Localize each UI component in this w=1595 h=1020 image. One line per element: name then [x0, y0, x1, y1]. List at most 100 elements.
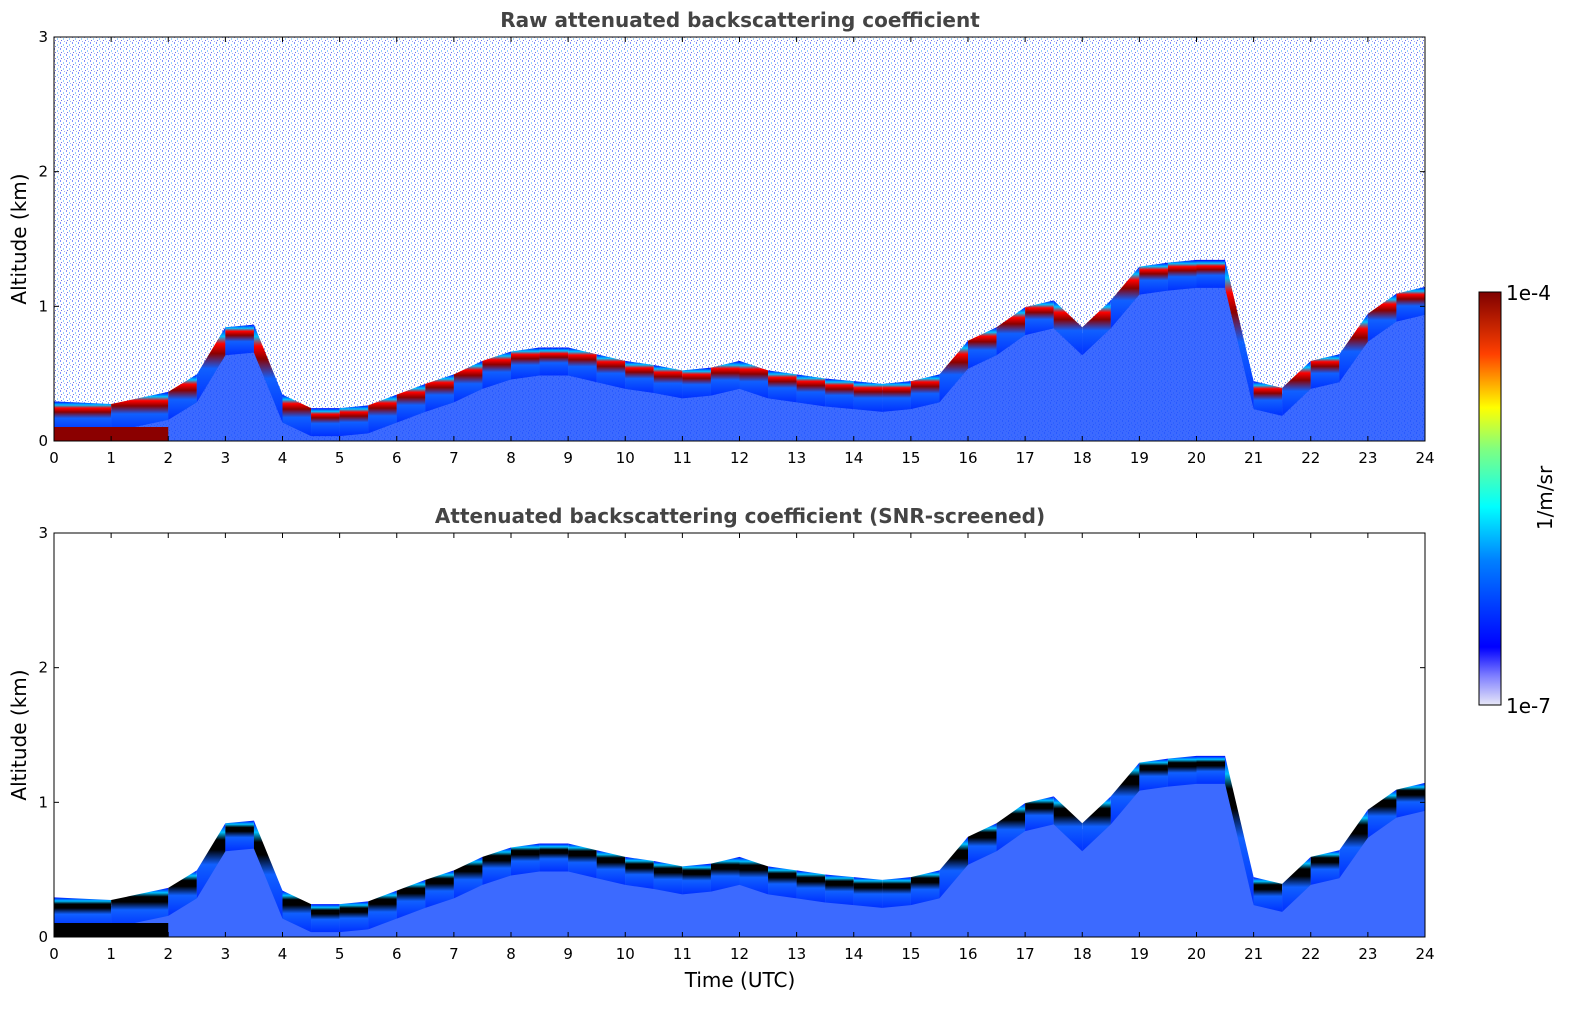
x-tick-label: 23 [1358, 945, 1377, 963]
layer-top-segment [1082, 796, 1111, 852]
x-tick-label: 15 [901, 945, 920, 963]
x-tick-label: 10 [616, 449, 635, 467]
x-tick-label: 3 [221, 449, 231, 467]
layer-top-segment [768, 370, 797, 403]
layer-top-segment [968, 823, 997, 865]
layer-top-segment [1367, 789, 1397, 838]
y-tick-label: 0 [38, 928, 48, 946]
layer-top-segment [1167, 259, 1197, 291]
x-tick-label: 13 [787, 449, 806, 467]
colorbar-gradient [1478, 291, 1502, 706]
panel2-ylabel: Altitude (km) [7, 669, 31, 800]
layer-top-segment [853, 381, 883, 412]
x-tick-label: 9 [563, 945, 573, 963]
boundary-layer-fill [54, 265, 1425, 441]
panel2-layers [54, 755, 1425, 937]
colorbar-label: 1/m/sr [1533, 465, 1557, 530]
layer-top-segment [54, 401, 112, 433]
colorbar: 1e-4 1e-7 1/m/sr [1478, 281, 1557, 718]
x-tick-label: 0 [49, 945, 59, 963]
layer-top-segment [1053, 796, 1083, 852]
x-tick-label: 24 [1415, 449, 1434, 467]
layer-top-segment [253, 324, 283, 423]
x-tick-label: 20 [1187, 945, 1206, 963]
x-tick-label: 9 [563, 449, 573, 467]
x-tick-label: 11 [673, 449, 692, 467]
layer-top-segment [111, 391, 169, 433]
layer-top-segment [653, 860, 683, 895]
layer-top-segment [368, 394, 397, 434]
x-tick-label: 1 [106, 449, 116, 467]
layer-top-segment [625, 360, 654, 393]
panel2-title: Attenuated backscattering coefficient (S… [435, 504, 1045, 528]
x-tick-label: 8 [506, 449, 516, 467]
layer-top-segment [168, 374, 197, 420]
layer-top-segment [1339, 313, 1368, 383]
layer-top-segment [453, 360, 483, 403]
x-tick-label: 2 [163, 449, 173, 467]
layer-top-segment [311, 904, 340, 933]
layer-top-segment [425, 870, 454, 908]
x-tick-label: 7 [449, 945, 459, 963]
layer-top-segment [1253, 381, 1283, 416]
layer-top-segment [511, 843, 540, 876]
x-tick-label: 5 [335, 449, 345, 467]
layer-top-segment [710, 856, 740, 892]
layer-top-segment [739, 360, 769, 399]
layer-top-segment [596, 850, 626, 885]
x-tick-label: 2 [163, 945, 173, 963]
panel2-x-ticks: 0 1 2 3 4 5 6 7 8 9 10 11 12 13 14 15 16 17 18 19 20 21 22 23 24 [49, 533, 1435, 963]
x-tick-label: 22 [1301, 449, 1320, 467]
layer-top-segment [853, 877, 883, 908]
layer-top-segment [253, 820, 283, 919]
x-tick-label: 22 [1301, 945, 1320, 963]
layer-top-segment [625, 856, 654, 889]
x-tick-label: 7 [449, 449, 459, 467]
layer-top-segment [1167, 755, 1197, 787]
layer-top-segment [539, 347, 569, 376]
layer-top-segment [568, 843, 597, 879]
x-tick-label: 13 [787, 945, 806, 963]
layer-top-segment [910, 374, 940, 410]
layer-top-segment [225, 324, 254, 356]
y-tick-label: 1 [38, 297, 48, 315]
panel1-ylabel: Altitude (km) [7, 173, 31, 304]
layer-top-segment [596, 354, 626, 389]
layer-top-segment [453, 856, 483, 899]
colorbar-max-label: 1e-4 [1506, 281, 1551, 305]
layer-top-segment [1110, 762, 1140, 825]
panel1-title: Raw attenuated backscattering coefficien… [500, 8, 980, 32]
x-tick-label: 1 [106, 945, 116, 963]
layer-top-segment [396, 383, 426, 423]
layer-top-segment [1082, 300, 1111, 356]
surface-layer-strip [54, 427, 169, 441]
layer-top-segment [339, 405, 369, 437]
layer-top-segment [796, 870, 826, 903]
layer-top-segment [1396, 286, 1425, 322]
layer-top-segment [1310, 354, 1340, 389]
x-tick-label: 16 [958, 945, 977, 963]
x-tick-label: 18 [1073, 945, 1092, 963]
x-tick-label: 14 [844, 945, 863, 963]
x-tick-label: 18 [1073, 449, 1092, 467]
layer-top-segment [1396, 782, 1425, 818]
layer-top-segment [168, 870, 197, 916]
y-tick-label: 2 [38, 659, 48, 677]
y-tick-label: 2 [38, 163, 48, 181]
layer-top-segment [882, 381, 911, 412]
layer-top-segment [511, 347, 540, 380]
x-tick-label: 15 [901, 449, 920, 467]
layer-top-segment [1225, 259, 1254, 410]
x-tick-label: 8 [506, 945, 516, 963]
y-tick-label: 3 [38, 524, 48, 542]
raw-backscatter-panel: Raw attenuated backscattering coefficien… [7, 8, 1435, 467]
x-tick-label: 3 [221, 945, 231, 963]
boundary-layer-fill [54, 761, 1425, 937]
colorbar-min-label: 1e-7 [1506, 694, 1551, 718]
panel1-plot-area [54, 37, 1425, 441]
layer-top-segment [1025, 300, 1054, 336]
layer-top-segment [710, 360, 740, 396]
layer-top-segment [368, 890, 397, 930]
panel2-xlabel: Time (UTC) [684, 968, 796, 992]
